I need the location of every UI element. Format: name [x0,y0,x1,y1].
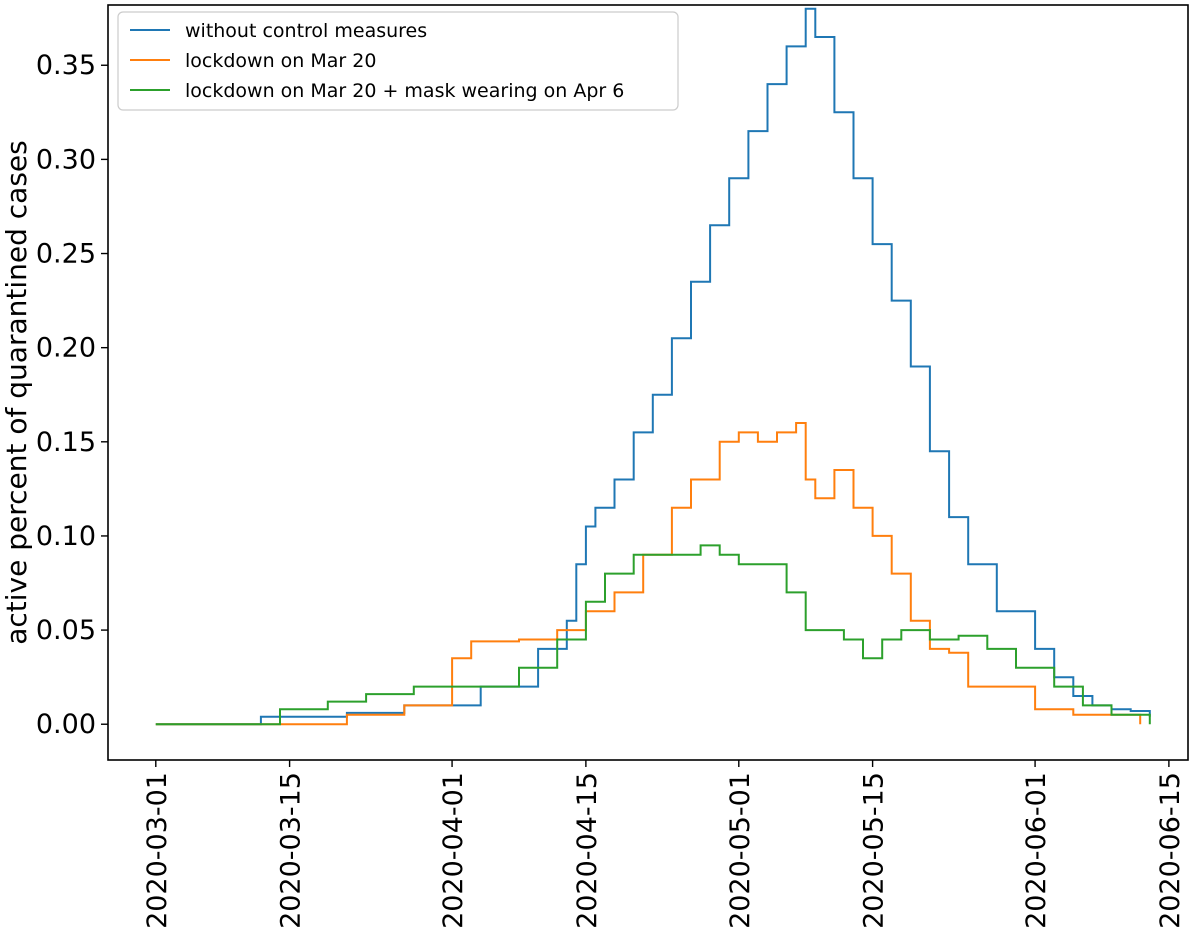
legend: without control measures lockdown on Mar … [117,11,679,111]
series-line-3 [155,544,1151,726]
x-tick-label: 2020-05-01 [725,772,756,929]
y-axis-ticks: 0.00 0.05 0.10 0.15 0.20 0.25 0.30 0.35 [36,50,108,740]
x-tick-label: 2020-05-15 [859,772,890,929]
x-tick-label: 2020-04-15 [572,772,603,929]
legend-label: lockdown on Mar 20 [185,50,376,72]
y-tick-label: 0.35 [36,50,96,81]
x-tick-label: 2020-06-15 [1155,772,1186,929]
y-tick-label: 0.15 [36,427,96,458]
series-line-1 [155,7,1151,726]
y-axis-label: active percent of quarantined cases [0,140,33,645]
x-axis-ticks: 2020-03-01 2020-03-15 2020-04-01 2020-04-15… [142,760,1186,929]
y-tick-label: 0.00 [36,709,96,740]
x-tick-label: 2020-04-01 [438,772,469,929]
legend-box [117,11,679,111]
y-tick-label: 0.05 [36,615,96,646]
series-line-2 [155,422,1142,726]
plot-area-frame [107,4,1189,761]
y-tick-label: 0.20 [36,333,96,364]
y-tick-label: 0.30 [36,144,96,175]
x-tick-label: 2020-03-01 [142,772,173,929]
y-tick-label: 0.25 [36,239,96,270]
series-layer [155,7,1151,726]
legend-label: without control measures [185,20,427,42]
legend-label: lockdown on Mar 20 + mask wearing on Apr… [185,80,624,102]
x-tick-label: 2020-03-15 [276,772,307,929]
x-tick-label: 2020-06-01 [1021,772,1052,929]
y-tick-label: 0.10 [36,521,96,552]
